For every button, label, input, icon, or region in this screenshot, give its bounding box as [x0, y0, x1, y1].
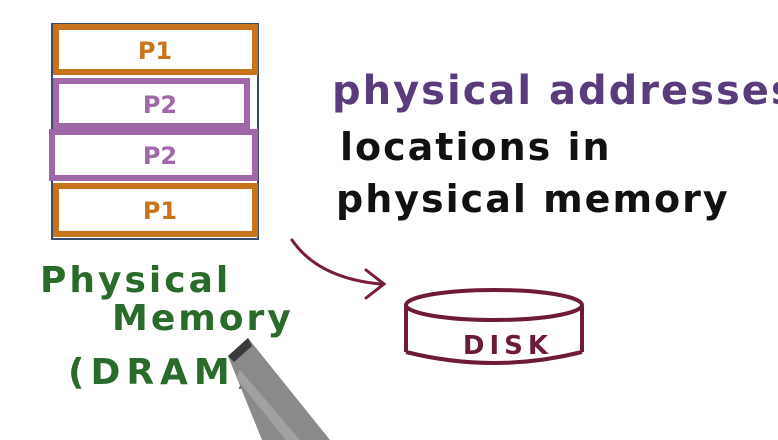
memory-block-p1-top: P1: [53, 24, 258, 75]
memory-block-rect: [53, 78, 250, 129]
memory-block-p2-lower: P2: [49, 129, 258, 181]
arrow-head: [364, 268, 387, 300]
memory-block-label: P2: [143, 91, 177, 119]
memory-block-rect: [53, 24, 258, 75]
memory-label-line2: Memory: [112, 298, 294, 339]
disk-label: DISK: [463, 331, 553, 361]
memory-block-label: P1: [143, 197, 177, 225]
definition-line1: locations in: [340, 125, 612, 169]
memory-label-line1: Physical: [40, 260, 231, 301]
definition-text: locations in physical memory: [336, 125, 730, 221]
physical-addresses-heading: physical addresses: [332, 68, 778, 114]
memory-block-rect: [53, 183, 258, 237]
memory-block-p1-bottom: P1: [53, 183, 258, 237]
memory-block-label: P2: [143, 142, 177, 170]
physical-memory-label: Physical Memory (DRAM): [40, 260, 294, 393]
pen-icon: [228, 338, 330, 440]
disk-cylinder: DISK: [404, 288, 584, 365]
disk-top-ellipse: [404, 288, 584, 322]
definition-line2: physical memory: [336, 177, 730, 221]
memory-block-label: P1: [138, 37, 172, 65]
memory-label-line3: (DRAM): [68, 352, 258, 393]
arrow-shaft: [290, 238, 382, 286]
memory-block-rect: [49, 129, 258, 181]
disk-bottom-curve: [405, 350, 583, 365]
memory-block-p2-upper: P2: [53, 78, 250, 129]
physical-memory-stack: P1 P2 P2 P1: [49, 23, 259, 240]
memory-to-disk-arrow: [290, 238, 387, 300]
